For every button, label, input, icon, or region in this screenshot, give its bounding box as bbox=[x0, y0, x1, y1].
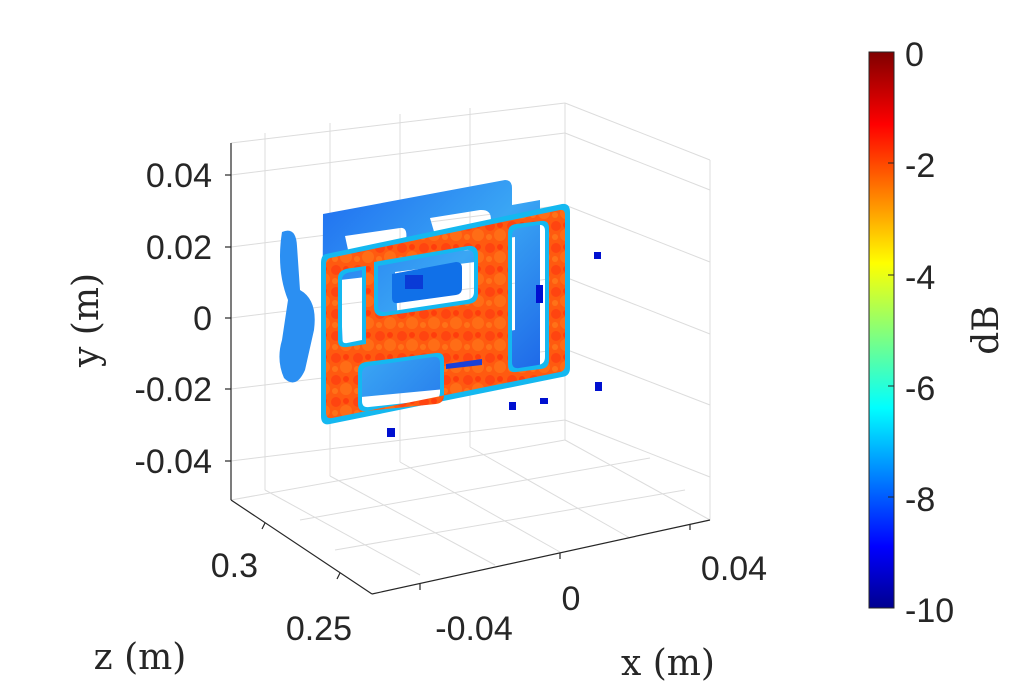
front-slice-frame bbox=[326, 209, 565, 419]
colorbar: 0 -2 -4 -6 -8 -10 dB bbox=[868, 36, 1007, 630]
front-slice bbox=[321, 203, 570, 425]
x-tick-labels: -0.04 0 0.04 bbox=[435, 550, 767, 648]
y-tick-label: -0.02 bbox=[135, 371, 213, 409]
front-slice-inner-blue bbox=[392, 262, 462, 304]
axis-lines bbox=[230, 143, 711, 595]
z-axis-label: z (m) bbox=[94, 637, 187, 678]
z-tick-label: 0.25 bbox=[286, 610, 352, 648]
colorbar-tick-label: -2 bbox=[905, 147, 935, 185]
colorbar-tick-label: -6 bbox=[905, 370, 935, 408]
x-tick-label: -0.04 bbox=[435, 610, 513, 648]
rear-slice-fleck bbox=[594, 252, 601, 259]
colorbar-tick-label: -10 bbox=[905, 592, 954, 630]
rear-slice-fleck bbox=[536, 285, 543, 303]
rear-slice-fleck bbox=[509, 402, 516, 410]
z-tick-labels: 0.3 0.25 bbox=[211, 547, 352, 648]
colorbar-tick-label: 0 bbox=[905, 36, 924, 74]
front-slice-strip bbox=[446, 359, 482, 369]
y-axis-label: y (m) bbox=[66, 273, 107, 368]
front-slice-notch bbox=[405, 275, 423, 289]
rear-slice-fleck bbox=[387, 428, 395, 437]
x-axis-label: x (m) bbox=[621, 643, 715, 684]
rear-slice-fleck bbox=[595, 382, 602, 391]
colorbar-tick-label: -8 bbox=[905, 481, 935, 519]
z-tick-label: 0.3 bbox=[211, 547, 258, 585]
y-tick-labels: 0.04 0.02 0 -0.02 -0.04 bbox=[135, 157, 213, 481]
colorbar-gradient bbox=[868, 51, 895, 609]
tick-marks bbox=[225, 174, 691, 590]
rear-slice-left-blob bbox=[279, 230, 315, 383]
y-tick-label: 0 bbox=[193, 300, 212, 338]
colorbar-tick-label: -4 bbox=[905, 259, 935, 297]
colorbar-label: dB bbox=[966, 305, 1007, 355]
x-tick-label: 0.04 bbox=[701, 550, 767, 588]
y-tick-label: 0.04 bbox=[146, 157, 212, 195]
y-tick-label: -0.04 bbox=[135, 443, 213, 481]
rear-slice-fleck bbox=[540, 398, 548, 404]
x-tick-label: 0 bbox=[562, 580, 581, 618]
y-tick-label: 0.02 bbox=[146, 229, 212, 267]
